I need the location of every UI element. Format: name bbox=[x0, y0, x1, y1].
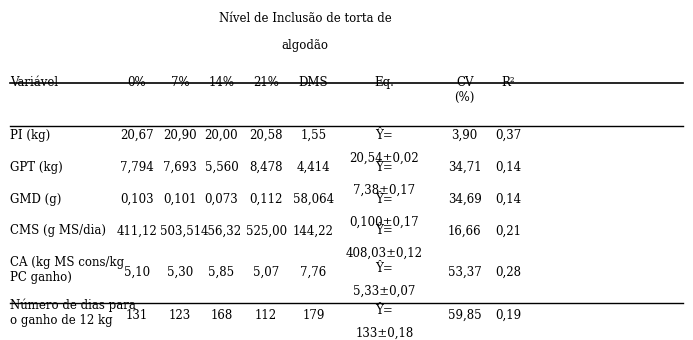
Text: 5,85: 5,85 bbox=[209, 266, 234, 279]
Text: 34,69: 34,69 bbox=[448, 192, 482, 206]
Text: Variável: Variável bbox=[10, 76, 58, 89]
Text: 408,03±0,12: 408,03±0,12 bbox=[346, 247, 423, 260]
Text: DMS: DMS bbox=[299, 76, 328, 89]
Text: CMS (g MS/dia): CMS (g MS/dia) bbox=[10, 224, 105, 237]
Text: 7,76: 7,76 bbox=[300, 266, 326, 279]
Text: 525,00: 525,00 bbox=[245, 224, 287, 237]
Text: Ŷ=: Ŷ= bbox=[376, 161, 393, 174]
Text: 1,55: 1,55 bbox=[301, 129, 326, 142]
Text: 21%: 21% bbox=[253, 76, 279, 89]
Text: Ŷ=: Ŷ= bbox=[376, 224, 393, 237]
Text: 179: 179 bbox=[302, 308, 325, 322]
Text: 53,37: 53,37 bbox=[448, 266, 482, 279]
Text: 123: 123 bbox=[169, 308, 191, 322]
Text: 0,21: 0,21 bbox=[495, 224, 521, 237]
Text: 20,54±0,02: 20,54±0,02 bbox=[349, 152, 419, 165]
Text: GPT (kg): GPT (kg) bbox=[10, 161, 62, 174]
Text: Ŷ=: Ŷ= bbox=[376, 304, 393, 317]
Text: 34,71: 34,71 bbox=[448, 161, 482, 174]
Text: 7,794: 7,794 bbox=[120, 161, 154, 174]
Text: 456,32: 456,32 bbox=[201, 224, 242, 237]
Text: 0,100±0,17: 0,100±0,17 bbox=[349, 215, 419, 228]
Text: 3,90: 3,90 bbox=[452, 129, 478, 142]
Text: 7%: 7% bbox=[171, 76, 189, 89]
Text: 5,07: 5,07 bbox=[253, 266, 279, 279]
Text: 112: 112 bbox=[255, 308, 277, 322]
Text: Eq.: Eq. bbox=[374, 76, 394, 89]
Text: GMD (g): GMD (g) bbox=[10, 192, 61, 206]
Text: 20,67: 20,67 bbox=[120, 129, 154, 142]
Text: 144,22: 144,22 bbox=[293, 224, 334, 237]
Text: 0,14: 0,14 bbox=[495, 161, 521, 174]
Text: 0,073: 0,073 bbox=[204, 192, 238, 206]
Text: CA (kg MS cons/kg
PC ganho): CA (kg MS cons/kg PC ganho) bbox=[10, 256, 124, 284]
Text: 7,38±0,17: 7,38±0,17 bbox=[353, 184, 415, 197]
Text: Ŷ=: Ŷ= bbox=[376, 129, 393, 142]
Text: 5,30: 5,30 bbox=[167, 266, 193, 279]
Text: 131: 131 bbox=[125, 308, 148, 322]
Text: 5,33±0,07: 5,33±0,07 bbox=[353, 285, 416, 298]
Text: R²: R² bbox=[501, 76, 515, 89]
Text: 0,103: 0,103 bbox=[120, 192, 154, 206]
Text: 0%: 0% bbox=[128, 76, 146, 89]
Text: 8,478: 8,478 bbox=[249, 161, 283, 174]
Text: 7,693: 7,693 bbox=[164, 161, 197, 174]
Text: Ŷ=: Ŷ= bbox=[376, 262, 393, 275]
Text: 0,14: 0,14 bbox=[495, 192, 521, 206]
Text: 133±0,18: 133±0,18 bbox=[356, 327, 414, 340]
Text: 0,19: 0,19 bbox=[495, 308, 521, 322]
Text: 59,85: 59,85 bbox=[448, 308, 482, 322]
Text: Ŷ=: Ŷ= bbox=[376, 192, 393, 206]
Text: 0,28: 0,28 bbox=[495, 266, 521, 279]
Text: 4,414: 4,414 bbox=[297, 161, 331, 174]
Text: algodão: algodão bbox=[282, 39, 328, 52]
Text: Número de dias para
o ganho de 12 kg: Número de dias para o ganho de 12 kg bbox=[10, 299, 136, 327]
Text: PI (kg): PI (kg) bbox=[10, 129, 50, 142]
Text: 5,10: 5,10 bbox=[124, 266, 150, 279]
Text: 14%: 14% bbox=[209, 76, 234, 89]
Text: 0,112: 0,112 bbox=[249, 192, 283, 206]
Text: 20,00: 20,00 bbox=[204, 129, 238, 142]
Text: 5,560: 5,560 bbox=[204, 161, 238, 174]
Text: 58,064: 58,064 bbox=[293, 192, 334, 206]
Text: 0,101: 0,101 bbox=[164, 192, 197, 206]
Text: CV
(%): CV (%) bbox=[455, 76, 475, 104]
Text: 20,58: 20,58 bbox=[249, 129, 283, 142]
Text: 411,12: 411,12 bbox=[116, 224, 157, 237]
Text: 16,66: 16,66 bbox=[448, 224, 482, 237]
Text: 503,51: 503,51 bbox=[159, 224, 201, 237]
Text: 168: 168 bbox=[210, 308, 233, 322]
Text: 0,37: 0,37 bbox=[495, 129, 521, 142]
Text: 20,90: 20,90 bbox=[164, 129, 197, 142]
Text: Nível de Inclusão de torta de: Nível de Inclusão de torta de bbox=[219, 12, 392, 25]
